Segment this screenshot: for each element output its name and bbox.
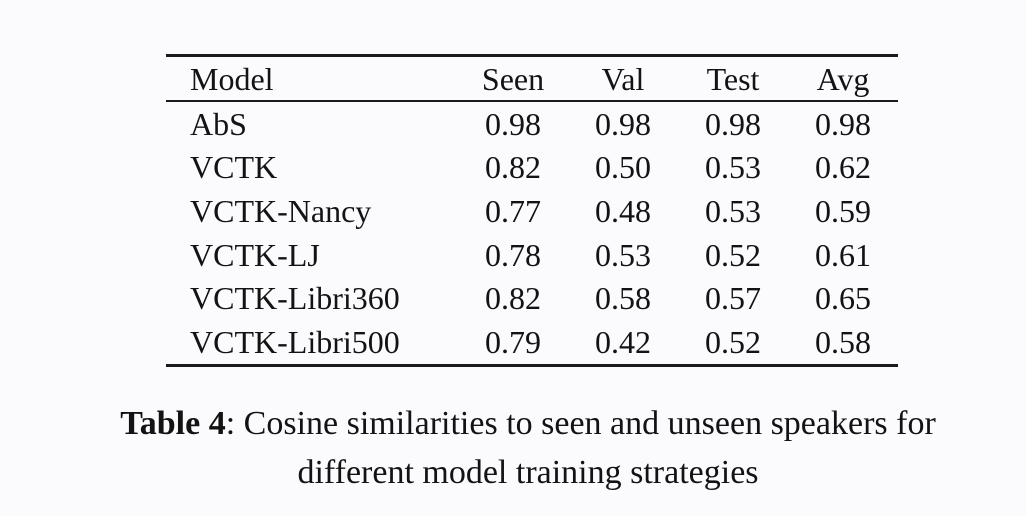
- value-cell: 0.65: [815, 280, 871, 317]
- value-cell: 0.53: [595, 236, 651, 273]
- caption-line-1: Table 4: Cosine similarities to seen and…: [28, 399, 1026, 448]
- value-cell: 0.58: [595, 280, 651, 317]
- table-row: VCTK-Nancy 0.77 0.48 0.53 0.59: [166, 189, 898, 233]
- value-cell: 0.52: [705, 236, 761, 273]
- value-cell: 0.77: [485, 192, 541, 229]
- table-row: VCTK-Libri500 0.79 0.42 0.52 0.58: [166, 320, 898, 364]
- column-header-avg: Avg: [816, 60, 870, 97]
- value-cell: 0.58: [815, 323, 871, 360]
- value-cell: 0.98: [595, 105, 651, 142]
- value-cell: 0.82: [485, 280, 541, 317]
- caption-line-2: different model training strategies: [297, 454, 759, 491]
- model-cell: VCTK-Libri360: [190, 280, 400, 317]
- value-cell: 0.57: [705, 280, 761, 317]
- model-cell: VCTK-LJ: [190, 236, 320, 273]
- table-row: VCTK 0.82 0.50 0.53 0.62: [166, 146, 898, 190]
- column-header-test: Test: [706, 60, 760, 97]
- value-cell: 0.52: [705, 323, 761, 360]
- column-header-val: Val: [601, 60, 645, 97]
- results-table: Model Seen Val Test Avg AbS 0.98 0.98 0.…: [166, 54, 898, 367]
- caption-text: : Cosine similarities to seen and unseen…: [225, 405, 936, 442]
- value-cell: 0.53: [705, 192, 761, 229]
- table-row: AbS 0.98 0.98 0.98 0.98: [166, 102, 898, 146]
- value-cell: 0.59: [815, 192, 871, 229]
- caption-label: Table 4: [120, 405, 226, 442]
- value-cell: 0.48: [595, 192, 651, 229]
- table-caption: Table 4: Cosine similarities to seen and…: [28, 399, 1026, 497]
- table-row: VCTK-Libri360 0.82 0.58 0.57 0.65: [166, 276, 898, 320]
- value-cell: 0.61: [815, 236, 871, 273]
- column-header-model: Model: [190, 60, 274, 97]
- model-cell: AbS: [190, 105, 247, 142]
- model-cell: VCTK-Nancy: [190, 192, 372, 229]
- column-header-seen: Seen: [481, 60, 545, 97]
- table-header-row: Model Seen Val Test Avg: [166, 54, 898, 102]
- value-cell: 0.98: [815, 105, 871, 142]
- model-cell: VCTK-Libri500: [190, 323, 400, 360]
- value-cell: 0.62: [815, 149, 871, 186]
- table-body: AbS 0.98 0.98 0.98 0.98 VCTK 0.82 0.50 0…: [166, 102, 898, 367]
- value-cell: 0.50: [595, 149, 651, 186]
- value-cell: 0.42: [595, 323, 651, 360]
- value-cell: 0.79: [485, 323, 541, 360]
- table-row: VCTK-LJ 0.78 0.53 0.52 0.61: [166, 233, 898, 277]
- value-cell: 0.53: [705, 149, 761, 186]
- value-cell: 0.98: [705, 105, 761, 142]
- model-cell: VCTK: [190, 149, 278, 186]
- value-cell: 0.98: [485, 105, 541, 142]
- value-cell: 0.78: [485, 236, 541, 273]
- value-cell: 0.82: [485, 149, 541, 186]
